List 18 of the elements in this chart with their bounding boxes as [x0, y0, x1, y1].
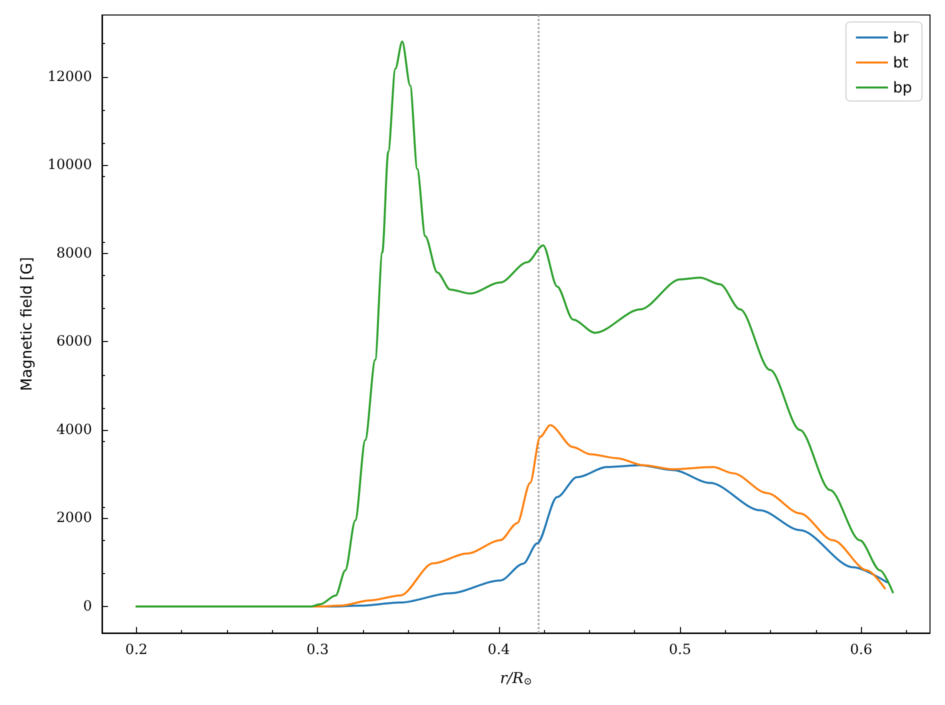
line-series	[135, 40, 894, 608]
y-tick-label: 0	[83, 598, 92, 615]
y-tick-label: 12000	[47, 68, 92, 85]
x-axis-title: r/R⊙	[500, 669, 532, 688]
y-tick-label: 4000	[56, 422, 92, 438]
y-tick-label: 10000	[47, 157, 92, 174]
x-tick-label: 0.5	[668, 642, 692, 658]
x-tick-label: 0.3	[306, 642, 329, 658]
y-tick-label: 8000	[56, 245, 92, 262]
legend-label: bp	[892, 78, 912, 96]
x-tick-label: 0.2	[125, 642, 148, 658]
x-tick-label: 0.6	[850, 642, 872, 658]
y-tick-label: 6000	[56, 334, 92, 350]
y-tick-label: 2000	[56, 510, 92, 526]
y-axis-title: Magnetic field [G]	[18, 257, 36, 391]
legend-label: br	[892, 28, 910, 46]
x-tick-label: 0.4	[488, 642, 510, 658]
legend-label: bt	[892, 54, 908, 72]
